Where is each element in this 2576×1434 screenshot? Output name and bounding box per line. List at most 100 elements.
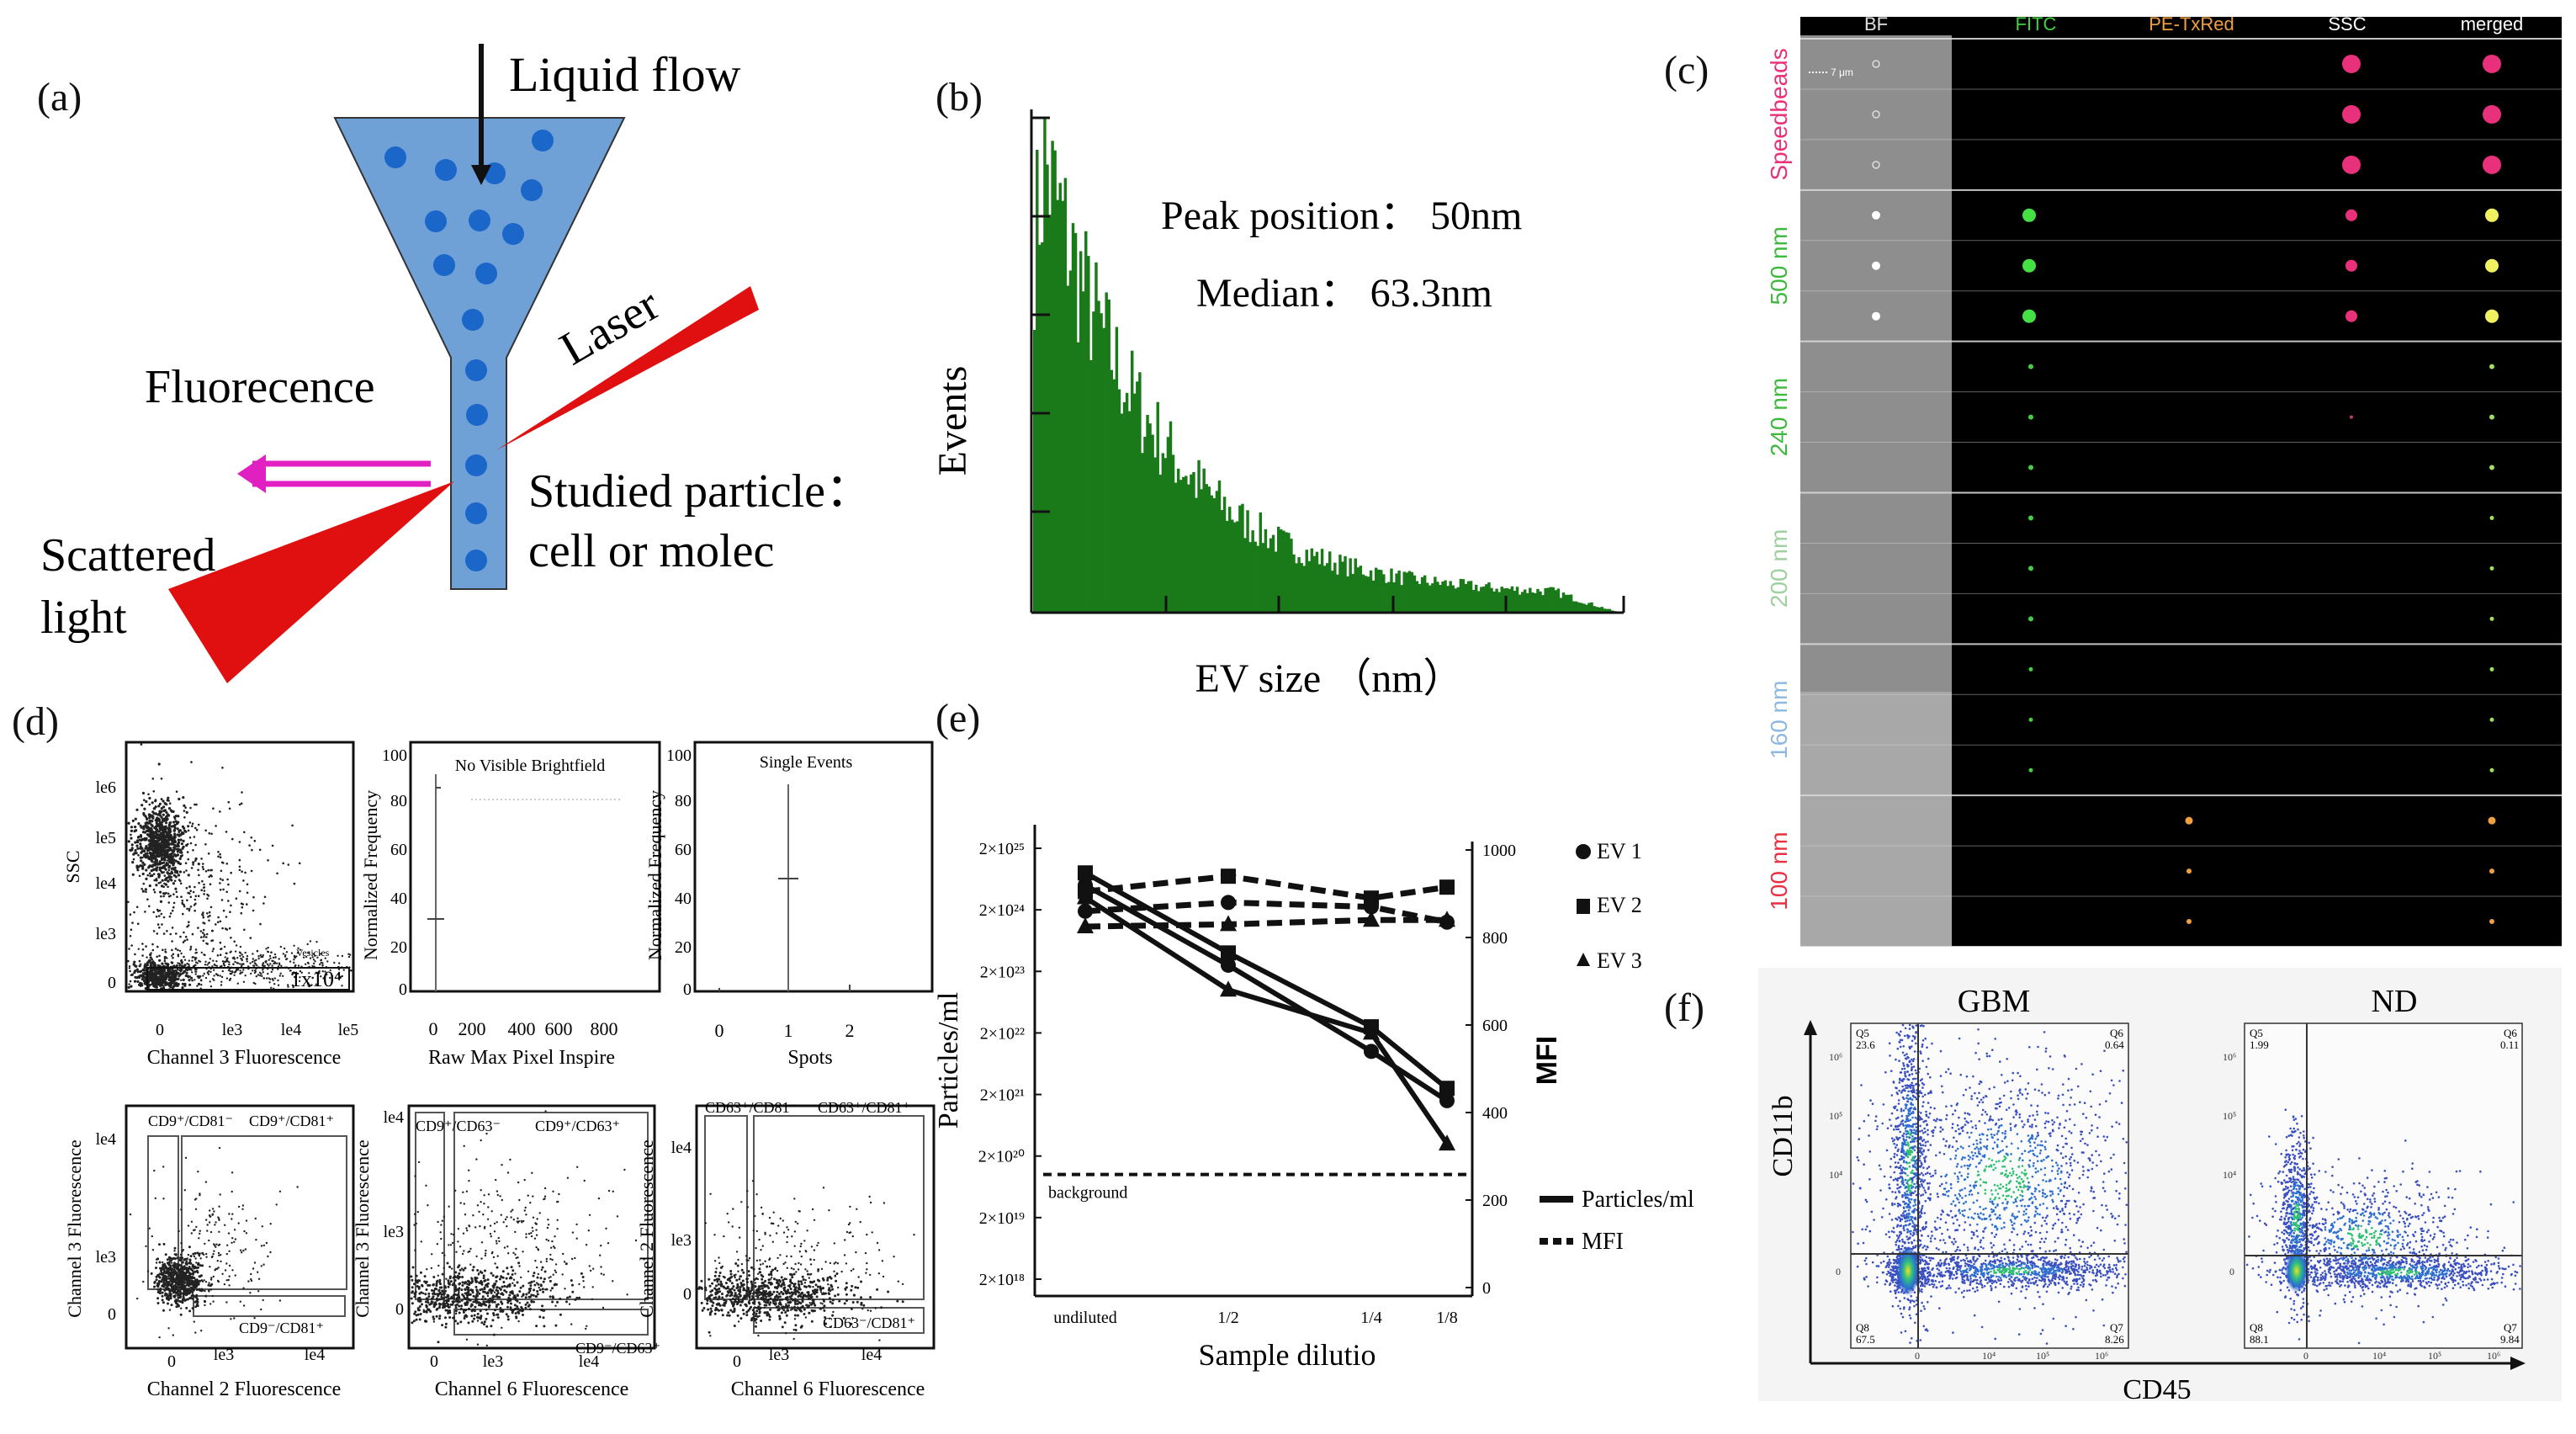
scatter-point <box>821 1287 824 1290</box>
scatter-point <box>769 1301 772 1304</box>
d5-ylabel: Channel 3 Fluorescence <box>352 1139 373 1317</box>
histogram-bar <box>1559 598 1563 613</box>
scatter-point <box>227 900 230 902</box>
scatter-point <box>175 981 178 985</box>
scatter-point <box>193 909 196 912</box>
scatter-point <box>178 1278 182 1282</box>
scatter-point <box>178 964 182 966</box>
scatter-point <box>713 1234 716 1236</box>
scatter-point <box>533 1300 535 1304</box>
scatter-point <box>195 1293 199 1297</box>
scatter-point <box>454 1271 458 1274</box>
scatter-point <box>464 1281 468 1283</box>
scatter-point <box>736 1284 739 1288</box>
scatter-point <box>155 978 158 981</box>
scatter-point <box>585 1327 587 1330</box>
scatter-point <box>750 1285 754 1288</box>
scatter-point <box>158 1336 161 1339</box>
scatter-point <box>459 1320 463 1324</box>
scatter-point <box>896 1299 899 1303</box>
x-label: EV size （nm） <box>1195 656 1463 701</box>
scatter-point <box>196 985 199 987</box>
d3-ytick: 60 <box>675 841 692 859</box>
scatter-point <box>204 976 208 980</box>
scatter-point <box>549 1295 552 1299</box>
scatter-point <box>739 1290 742 1293</box>
scatter-point <box>817 1241 819 1245</box>
histogram-bar <box>1051 141 1054 613</box>
scatter-point <box>187 1253 190 1256</box>
scatter-point <box>828 1209 830 1212</box>
scatter-point <box>218 1146 221 1150</box>
scatter-point <box>306 983 310 985</box>
e-ytick-left: 2×10²⁰ <box>978 1148 1025 1166</box>
scatter-point <box>181 900 184 902</box>
scatter-point <box>498 1287 501 1290</box>
scatter-point <box>556 1219 559 1221</box>
d5-ytick: le4 <box>384 1108 404 1127</box>
scatter-point <box>827 1283 830 1286</box>
scatter-point <box>489 1233 492 1235</box>
scatter-point <box>173 879 177 883</box>
scatter-point <box>133 971 136 975</box>
scatter-point <box>809 1263 813 1266</box>
scatter-point <box>436 1279 439 1282</box>
scatter-point <box>195 828 199 831</box>
scatter-point <box>168 1292 172 1295</box>
scatter-point <box>179 1268 183 1272</box>
panel-d-plots: Vesicles 1x10⁴ le6 le5 le4 le3 0 0 le3 l… <box>62 741 936 1400</box>
scatter-point <box>471 1268 474 1272</box>
scatter-point <box>252 953 254 955</box>
scatter-point <box>549 1257 552 1261</box>
scatter-point <box>532 1293 535 1297</box>
scatter-point <box>845 1293 848 1296</box>
scatter-point <box>860 1302 862 1304</box>
histogram-bar <box>1585 604 1588 613</box>
column-header: merged <box>2461 17 2524 35</box>
scatter-point <box>186 1268 189 1272</box>
scatter-point <box>524 1306 527 1309</box>
scatter-point <box>160 807 163 810</box>
scatter-point <box>175 1305 178 1309</box>
scatter-point <box>485 1325 489 1328</box>
scatter-point <box>186 1257 188 1260</box>
histogram-bar <box>1425 582 1429 613</box>
scatter-point <box>821 1303 824 1305</box>
scatter-point <box>443 1254 446 1256</box>
scatter-point <box>254 982 257 985</box>
scatter-point <box>486 1294 490 1298</box>
histogram-bar <box>1349 558 1352 613</box>
scatter-point <box>226 878 229 881</box>
histogram-bar <box>1117 389 1121 613</box>
scatter-point <box>524 1296 527 1299</box>
scatter-point <box>233 956 236 959</box>
scatter-point <box>486 1291 490 1294</box>
scatter-point <box>790 1267 793 1270</box>
d3-ylabel: Normalized Frequency <box>644 790 665 960</box>
scatter-point <box>182 831 185 835</box>
scatter-point <box>913 1234 915 1236</box>
scatter-point <box>423 1280 427 1283</box>
peak-annotation: Peak position： 50nm <box>1161 194 1522 238</box>
scatter-point <box>554 1263 558 1266</box>
scatter-point <box>172 1256 176 1260</box>
histogram-bar <box>1122 401 1126 613</box>
scatter-point <box>158 982 162 985</box>
scatter-point <box>782 1262 785 1266</box>
scatter-point <box>273 977 276 980</box>
scatter-point <box>139 842 142 846</box>
scatter-point <box>750 1317 754 1320</box>
scatter-point <box>210 875 213 878</box>
scatter-point <box>862 1304 866 1307</box>
scatter-point <box>518 1265 521 1267</box>
scatter-point <box>476 1290 480 1293</box>
scatter-point <box>476 1343 480 1346</box>
scatter-point <box>768 1216 771 1219</box>
histogram-bar <box>1480 587 1483 613</box>
scatter-point <box>501 1198 503 1202</box>
histogram-bar <box>1413 575 1417 613</box>
scatter-point <box>713 1287 717 1290</box>
scatter-point <box>476 1204 480 1207</box>
scatter-point <box>780 1311 783 1314</box>
scatter-point <box>707 1308 710 1311</box>
